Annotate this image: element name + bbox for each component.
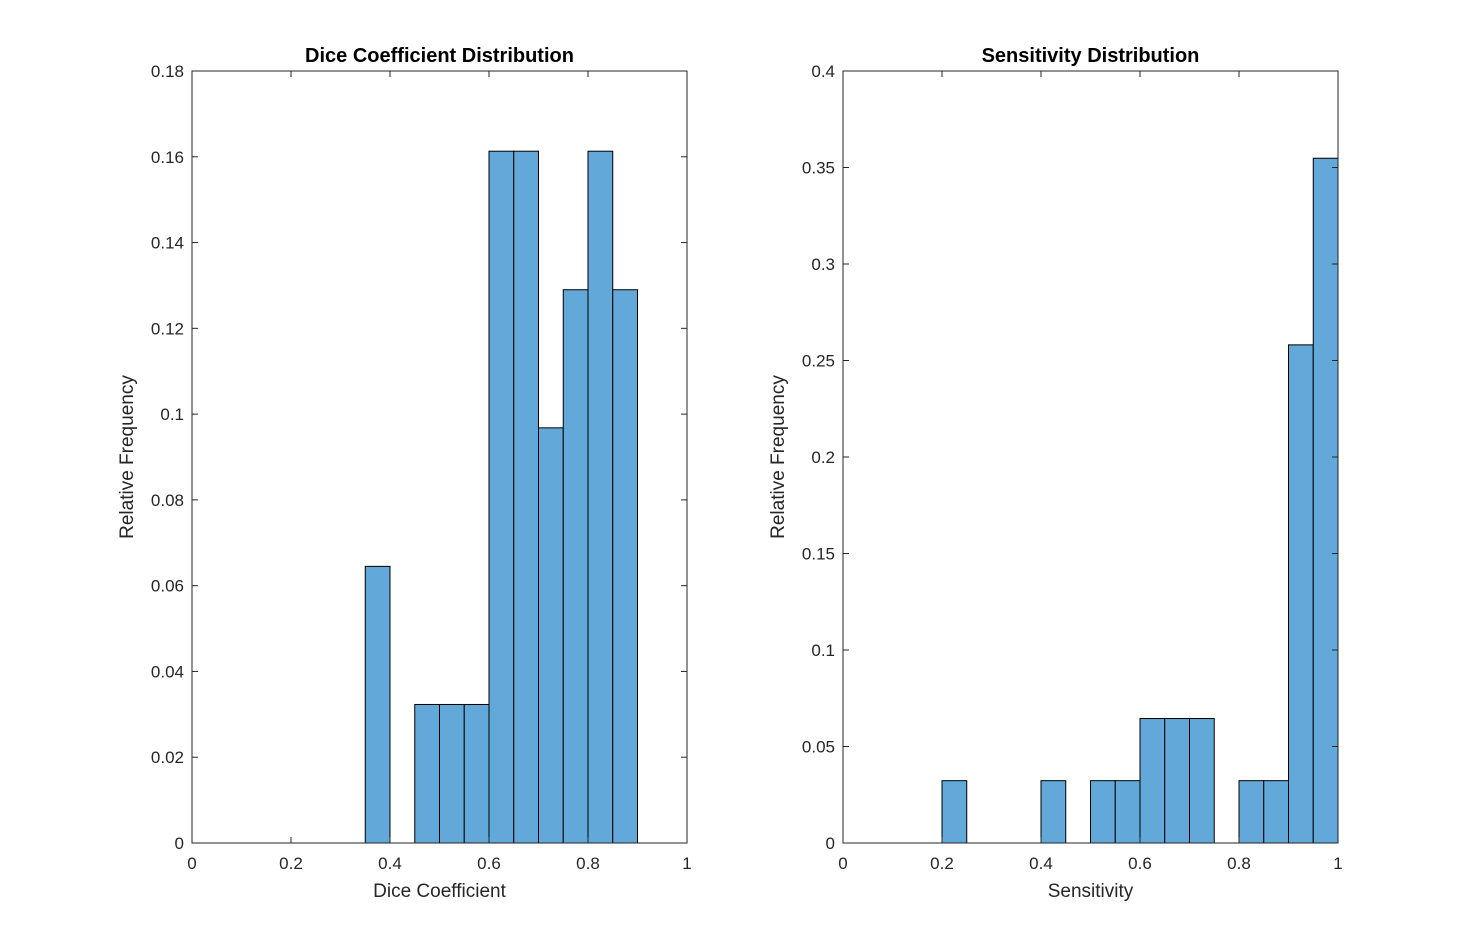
sensitivity-chart-bar-9 [1288,344,1314,844]
dice-chart-y-axis-label: Relative Frequency [117,375,138,539]
dice-chart-bar-4 [488,150,515,844]
dice-chart-y-tick-label-8: 0.16 [151,148,184,167]
dice-chart-x-tick-label-1: 0.2 [279,854,303,873]
sensitivity-chart-y-axis-label: Relative Frequency [768,375,789,539]
sensitivity-chart-x-tick-label-0: 0 [838,854,847,873]
dice-chart-title: Dice Coefficient Distribution [305,45,574,67]
dice-chart-y-tick-label-1: 0.02 [151,748,184,767]
dice-chart-x-tick-label-3: 0.6 [477,854,501,873]
sensitivity-chart-y-tick-label-6: 0.3 [811,255,835,274]
dice-chart-bar-7 [562,289,589,844]
dice-chart-bars [364,150,638,844]
sensitivity-chart-bar-8 [1263,780,1289,844]
dice-chart-bar-1 [414,703,440,844]
sensitivity-chart-y-tick-label-5: 0.25 [802,352,835,371]
sensitivity-chart-bar-4 [1139,718,1166,844]
sensitivity-chart-bar-0 [941,780,968,844]
dice-chart-y-tick-label-3: 0.06 [151,577,184,596]
dice-chart-x-tick-label-2: 0.4 [378,854,402,873]
sensitivity-chart-bar-6 [1189,718,1215,844]
dice-chart-y-tick-label-5: 0.1 [160,405,184,424]
dice-chart-y-tick-label-2: 0.04 [151,662,184,681]
dice-chart-x-axis-label: Dice Coefficient [373,881,506,902]
sensitivity-chart-bar-7 [1238,780,1265,844]
sensitivity-chart-bar-10 [1312,157,1339,844]
sensitivity-chart-x-tick-label-4: 0.8 [1227,854,1251,873]
dice-chart-bar-5 [513,150,539,844]
sensitivity-chart-y-tick-label-1: 0.05 [802,738,835,757]
dice-chart-axes-box [191,70,688,844]
sensitivity-chart: Sensitivity Distribution 0 0.2 0.4 0.6 0.8 10… [768,45,1343,902]
sensitivity-chart-bar-1 [1040,780,1067,844]
sensitivity-chart-ticks: 0 0.2 0.4 0.6 0.8 1 0 0.05 0.1 0.15 0.2 0.25 0.3 0.35… [802,62,1343,873]
sensitivity-chart-y-tick-label-4: 0.2 [811,448,835,467]
dice-chart-bar-6 [538,427,564,844]
sensitivity-chart-bar-2 [1090,780,1116,844]
sensitivity-chart-x-tick-label-3: 0.6 [1128,854,1152,873]
sensitivity-chart-title: Sensitivity Distribution [982,45,1200,67]
dice-chart-bar-8 [587,150,614,844]
dice-chart-bar-2 [439,703,465,844]
dice-chart-bar-0 [364,565,391,844]
sensitivity-chart-x-tick-label-2: 0.4 [1029,854,1053,873]
sensitivity-chart-y-tick-label-7: 0.35 [802,159,835,178]
dice-chart-x-tick-label-0: 0 [187,854,196,873]
sensitivity-chart-y-tick-label-2: 0.1 [811,641,835,660]
dice-chart-y-tick-label-0: 0 [175,834,184,853]
sensitivity-chart-x-axis-label: Sensitivity [1048,881,1134,902]
dice-chart-bar-3 [463,703,490,844]
dice-chart-y-tick-label-9: 0.18 [151,62,184,81]
sensitivity-chart-x-tick-label-5: 1 [1333,854,1342,873]
sensitivity-chart-y-tick-label-8: 0.4 [811,62,835,81]
dice-chart-axes [191,70,688,844]
dice-chart-bar-9 [612,289,638,844]
sensitivity-chart-y-tick-label-3: 0.15 [802,545,835,564]
sensitivity-chart-y-tick-label-0: 0 [826,834,835,853]
sensitivity-chart-bars [941,157,1339,844]
dice-chart-ticks: 0 0.2 0.4 0.6 0.8 1 0 0.02 0.04 0.06 0.08 0.1 0.12 0.… [151,62,692,873]
dice-chart-y-tick-label-4: 0.08 [151,491,184,510]
sensitivity-chart-bar-3 [1114,780,1141,844]
dice-chart-x-tick-label-4: 0.8 [576,854,600,873]
sensitivity-chart-x-tick-label-1: 0.2 [930,854,954,873]
dice-chart: Dice Coefficient Distribution 0 0.2 0.4 0.6… [117,45,692,902]
dice-chart-y-tick-label-6: 0.12 [151,319,184,338]
dice-chart-x-tick-label-5: 1 [682,854,691,873]
dice-chart-y-tick-label-7: 0.14 [151,234,184,253]
sensitivity-chart-bar-5 [1164,718,1190,844]
